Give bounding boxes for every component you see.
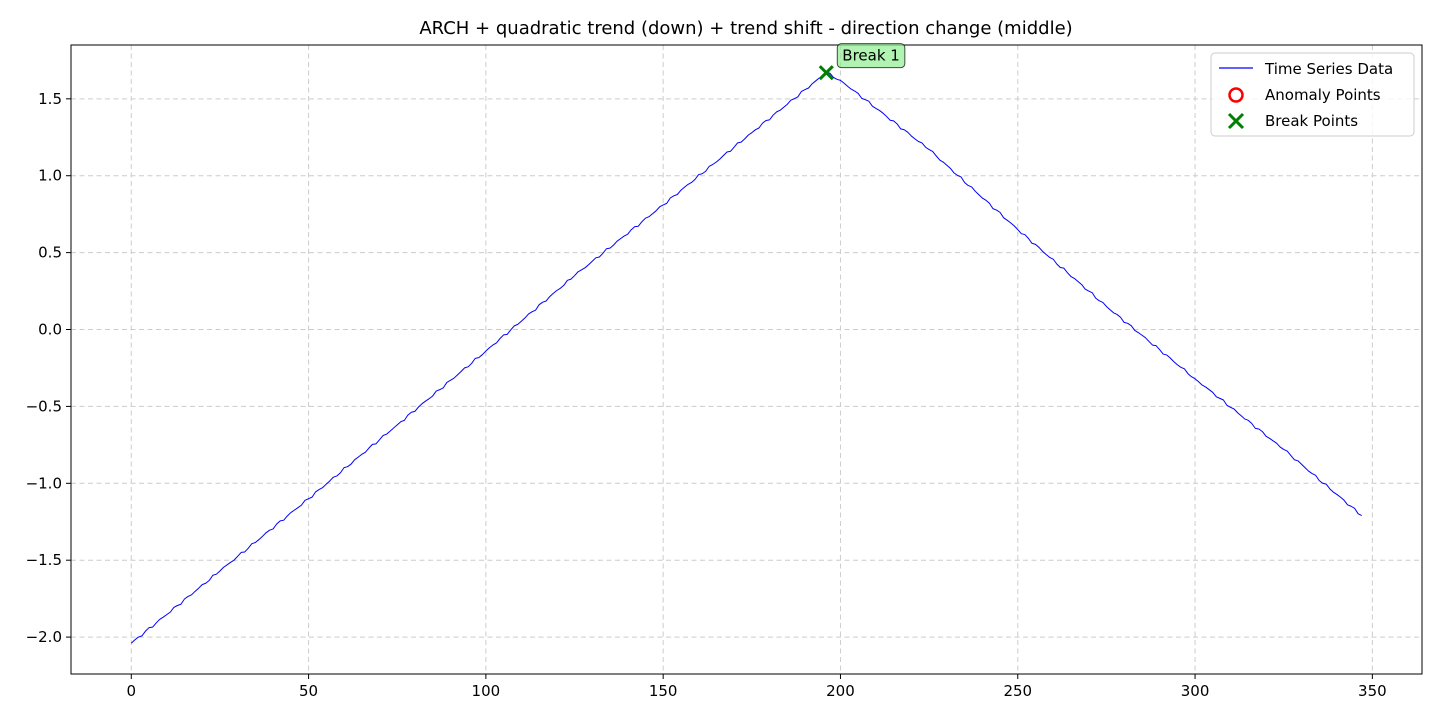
- break-marker-layer: Break 1: [818, 43, 906, 81]
- legend-label-time-series: Time Series Data: [1264, 60, 1393, 78]
- y-tick-label: −1.5: [26, 551, 62, 569]
- legend-break-marker-icon: [1227, 112, 1245, 130]
- x-tick-label: 250: [1003, 682, 1032, 700]
- y-tick-label: 0.5: [38, 244, 62, 262]
- y-tick-label: 0.0: [38, 321, 62, 339]
- chart-title: ARCH + quadratic trend (down) + trend sh…: [419, 18, 1072, 39]
- axis-ticks: 0 50 100 150 200 250 300 350 −2.0 −1.5 −1.0 −0.5 0.0…: [26, 90, 1387, 700]
- x-tick-label: 100: [472, 682, 501, 700]
- x-tick-label: 300: [1181, 682, 1210, 700]
- x-tick-label: 350: [1358, 682, 1387, 700]
- series-layer: [130, 72, 1362, 644]
- break-annotation: Break 1: [836, 43, 906, 69]
- y-tick-label: 1.0: [38, 167, 62, 185]
- break-point-marker: [818, 65, 834, 81]
- y-tick-label: −0.5: [26, 397, 62, 415]
- plot-frame: [70, 44, 1423, 675]
- legend-box: [1210, 52, 1415, 137]
- grid: [71, 45, 1422, 674]
- break-annotation-box: [836, 43, 906, 69]
- x-tick-label: 0: [127, 682, 137, 700]
- break-marker-stroke: [818, 65, 834, 81]
- y-tick-label: −2.0: [26, 628, 62, 646]
- legend: Time Series Data Anomaly Points Break Po…: [1210, 52, 1415, 137]
- time-series-line: [130, 72, 1362, 644]
- y-tick-label: 1.5: [38, 90, 62, 108]
- break-annotation-label: Break 1: [842, 47, 900, 65]
- x-tick-label: 150: [649, 682, 678, 700]
- legend-anomaly-marker-icon: [1228, 87, 1244, 103]
- y-tick-label: −1.0: [26, 474, 62, 492]
- legend-label-break: Break Points: [1265, 112, 1358, 130]
- legend-label-anomaly: Anomaly Points: [1265, 86, 1381, 104]
- x-tick-label: 200: [826, 682, 855, 700]
- x-tick-label: 50: [299, 682, 318, 700]
